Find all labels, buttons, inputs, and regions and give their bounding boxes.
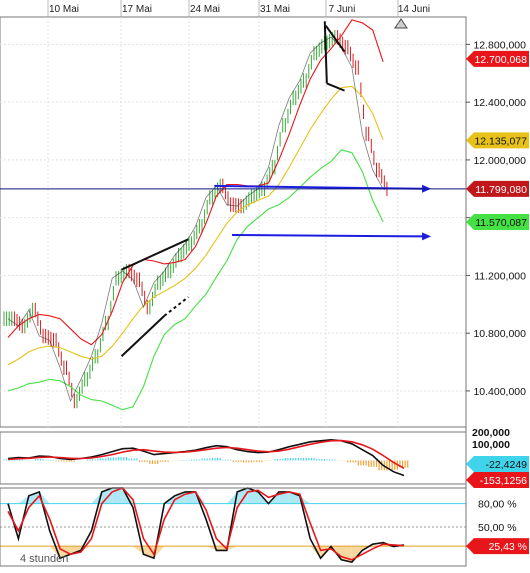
oversold-fill [362,546,373,551]
overbought-fill [278,491,290,504]
price-tick-label: 10.400,000 [473,386,526,398]
trendline [121,238,189,271]
stochastic-value-label-tag [466,538,529,555]
price-tick-label: 11.200,000 [474,270,526,282]
macd-value-label-tag [466,472,529,488]
price-label-last-price-tag [466,180,529,197]
price-tick-label: 12.800,000 [473,39,526,51]
stochastic-d-line [7,487,405,561]
price-panel [0,16,467,428]
date-label: 31 Mai [260,4,290,15]
stochastic-panel [0,487,467,567]
oversold-fill [226,546,238,551]
price-label-lower-band: 11.570,087 [475,217,527,229]
macd-signal-line [7,439,405,469]
price-tick-label: 10.800,000 [473,328,526,340]
date-label: 7 Juni [329,4,356,15]
price-label-mid-band: 12.135,077 [474,135,527,147]
overbought-fill [112,488,123,504]
date-label: 10 Mai [49,4,79,15]
oversold-fill [153,546,165,559]
overbought-fill [237,488,248,504]
arrow-line [214,184,425,190]
overbought-fill [226,491,238,504]
oversold-fill [205,546,217,551]
price-tick-label: 12.400,000 [473,97,526,109]
macd-tick-label: 200,000 [472,427,510,439]
overbought-fill [18,495,29,504]
trendline [324,25,346,53]
trendline [120,315,165,357]
price-label-lower-band-tag [466,213,529,230]
trendline [326,82,345,92]
price-tick-label: 12.000,000 [473,155,526,167]
lower-band-line [7,149,384,411]
date-label: 24 Mai [190,4,220,15]
date-label: 17 Mai [122,4,152,15]
arrow-head-icon [422,232,432,241]
macd-value-label: -22,4249 [486,459,528,471]
price-label-upper-band: 12.700,068 [474,54,527,66]
value-axis: 10.400,00010.800,00011.200,00011.600,000… [465,17,530,566]
stochastic-tick-label: 80,00 % [478,499,517,511]
overbought-fill [122,488,134,504]
middle-band-line [7,85,384,366]
oversold-fill [80,546,92,551]
trendline [163,296,189,317]
macd-value-label-tag [466,456,529,472]
oversold-fill [70,546,81,555]
price-label-last-price: 11.799,080 [475,184,527,196]
stochastic-tick-label: 50,00 % [478,522,517,534]
price-label-mid-band-tag [466,132,529,149]
upper-band-line [7,19,384,346]
overbought-fill [185,491,196,504]
price-line [7,36,384,403]
oversold-fill [133,546,144,555]
date-label: 14 Juni [398,4,430,15]
arrow-line [232,233,425,238]
oversold-fill [310,546,321,559]
macd-value-label: -153,1256 [480,475,527,487]
stochastic-value-label: 25,43 % [488,541,527,553]
stochastic-period-label: 4 stunden [20,553,68,565]
trendline [323,21,328,84]
macd-tick-label: 100,000 [472,439,510,451]
price-label-upper-band-tag [466,50,529,67]
